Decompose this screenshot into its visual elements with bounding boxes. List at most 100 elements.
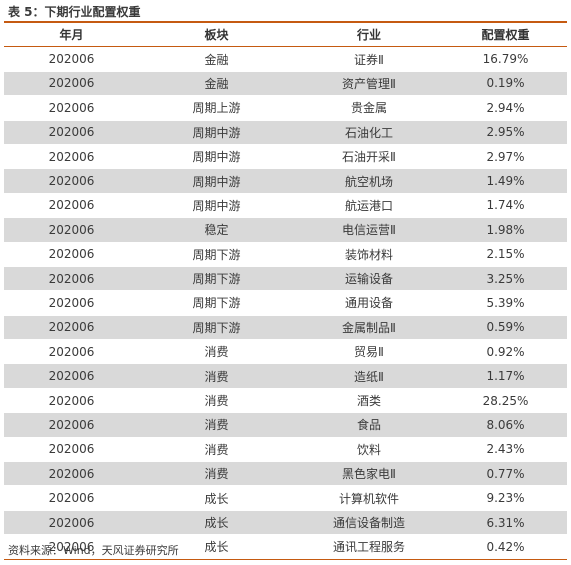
table-row: 202006 消费 食品 8.06% (4, 412, 567, 438)
cell-year-month: 202006 (4, 46, 139, 72)
table-row: 202006 周期下游 通用设备 5.39% (4, 290, 567, 316)
cell-weight: 0.42% (444, 534, 567, 560)
cell-weight: 5.39% (444, 290, 567, 316)
column-header-industry: 行业 (294, 23, 444, 48)
cell-sector: 稳定 (139, 217, 294, 243)
cell-weight: 0.19% (444, 71, 567, 97)
cell-industry: 饮料 (294, 437, 444, 463)
table-row: 202006 周期下游 金属制品Ⅱ 0.59% (4, 315, 567, 341)
cell-industry: 通讯工程服务 (294, 534, 444, 560)
cell-industry: 资产管理Ⅱ (294, 71, 444, 97)
cell-industry: 石油化工 (294, 120, 444, 145)
cell-weight: 1.98% (444, 217, 567, 243)
header-row: 年月 板块 行业 配置权重 (4, 23, 567, 48)
table-row: 202006 稳定 电信运营Ⅱ 1.98% (4, 217, 567, 243)
column-header-year-month: 年月 (4, 23, 139, 48)
cell-industry: 运输设备 (294, 266, 444, 292)
table-row: 202006 成长 通信设备制造 6.31% (4, 510, 567, 536)
cell-year-month: 202006 (4, 485, 139, 511)
cell-industry: 金属制品Ⅱ (294, 315, 444, 341)
cell-weight: 1.17% (444, 363, 567, 389)
column-header-weight: 配置权重 (444, 23, 567, 48)
table-caption: 表 5：下期行业配置权重 (8, 5, 141, 19)
cell-industry: 证券Ⅱ (294, 46, 444, 72)
cell-weight: 8.06% (444, 412, 567, 438)
table-row: 202006 成长 通讯工程服务 0.42% (4, 534, 567, 560)
cell-weight: 2.15% (444, 242, 567, 267)
cell-year-month: 202006 (4, 339, 139, 365)
cell-industry: 航运港口 (294, 193, 444, 219)
cell-year-month: 202006 (4, 217, 139, 243)
cell-industry: 贵金属 (294, 95, 444, 121)
cell-year-month: 202006 (4, 95, 139, 121)
cell-year-month: 202006 (4, 193, 139, 219)
cell-year-month: 202006 (4, 168, 139, 194)
cell-year-month: 202006 (4, 144, 139, 170)
cell-sector: 消费 (139, 461, 294, 487)
cell-sector: 成长 (139, 510, 294, 536)
cell-year-month: 202006 (4, 534, 139, 560)
cell-sector: 消费 (139, 388, 294, 414)
table-row: 202006 金融 证券Ⅱ 16.79% (4, 46, 567, 72)
table-row: 202006 周期中游 航空机场 1.49% (4, 168, 567, 194)
cell-sector: 周期中游 (139, 120, 294, 145)
cell-industry: 黑色家电Ⅱ (294, 461, 444, 487)
table-row: 202006 金融 资产管理Ⅱ 0.19% (4, 71, 567, 97)
table-row: 202006 成长 计算机软件 9.23% (4, 485, 567, 511)
cell-industry: 通信设备制造 (294, 510, 444, 536)
cell-weight: 1.74% (444, 193, 567, 219)
table-row: 202006 周期中游 石油化工 2.95% (4, 120, 567, 145)
cell-industry: 航空机场 (294, 168, 444, 194)
cell-sector: 金融 (139, 46, 294, 72)
cell-industry: 电信运营Ⅱ (294, 217, 444, 243)
cell-industry: 造纸Ⅱ (294, 363, 444, 389)
table-row: 202006 消费 造纸Ⅱ 1.17% (4, 363, 567, 389)
cell-sector: 消费 (139, 412, 294, 438)
cell-sector: 金融 (139, 71, 294, 97)
cell-weight: 3.25% (444, 266, 567, 292)
cell-year-month: 202006 (4, 242, 139, 267)
table-row: 202006 周期下游 运输设备 3.25% (4, 266, 567, 292)
cell-weight: 0.92% (444, 339, 567, 365)
cell-sector: 周期上游 (139, 95, 294, 121)
cell-industry: 食品 (294, 412, 444, 438)
cell-year-month: 202006 (4, 71, 139, 97)
cell-year-month: 202006 (4, 266, 139, 292)
cell-weight: 28.25% (444, 388, 567, 414)
cell-weight: 2.95% (444, 120, 567, 145)
cell-industry: 贸易Ⅱ (294, 339, 444, 365)
cell-weight: 2.97% (444, 144, 567, 170)
cell-year-month: 202006 (4, 437, 139, 463)
cell-year-month: 202006 (4, 120, 139, 145)
cell-sector: 周期中游 (139, 193, 294, 219)
table-row: 202006 周期下游 装饰材料 2.15% (4, 242, 567, 267)
cell-year-month: 202006 (4, 461, 139, 487)
top-rule (4, 21, 567, 23)
column-header-sector: 板块 (139, 23, 294, 48)
source-note: 资料来源：Wind，天风证券研究所 (8, 544, 179, 557)
cell-weight: 2.94% (444, 95, 567, 121)
table-row: 202006 消费 饮料 2.43% (4, 437, 567, 463)
cell-sector: 消费 (139, 339, 294, 365)
cell-sector: 周期中游 (139, 168, 294, 194)
cell-weight: 2.43% (444, 437, 567, 463)
cell-industry: 酒类 (294, 388, 444, 414)
table-row: 202006 消费 黑色家电Ⅱ 0.77% (4, 461, 567, 487)
cell-sector: 成长 (139, 534, 294, 560)
table-row: 202006 消费 酒类 28.25% (4, 388, 567, 414)
cell-sector: 周期下游 (139, 242, 294, 267)
cell-weight: 16.79% (444, 46, 567, 72)
cell-sector: 成长 (139, 485, 294, 511)
cell-weight: 6.31% (444, 510, 567, 536)
cell-weight: 9.23% (444, 485, 567, 511)
cell-sector: 消费 (139, 363, 294, 389)
cell-weight: 0.59% (444, 315, 567, 341)
cell-sector: 周期下游 (139, 290, 294, 316)
table-row: 202006 周期上游 贵金属 2.94% (4, 95, 567, 121)
table-row: 202006 周期中游 航运港口 1.74% (4, 193, 567, 219)
table-row: 202006 周期中游 石油开采Ⅱ 2.97% (4, 144, 567, 170)
cell-sector: 周期下游 (139, 266, 294, 292)
cell-weight: 0.77% (444, 461, 567, 487)
cell-year-month: 202006 (4, 510, 139, 536)
cell-industry: 石油开采Ⅱ (294, 144, 444, 170)
